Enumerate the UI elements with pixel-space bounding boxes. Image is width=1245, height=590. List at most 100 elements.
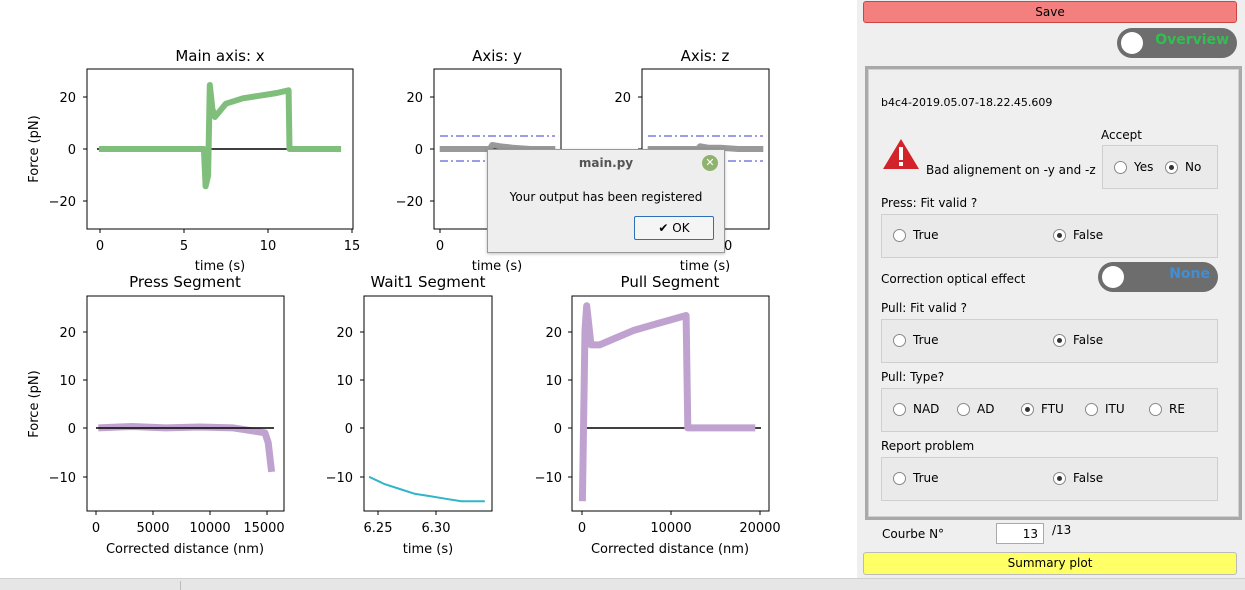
chart-axis-y-xlabel: time (s) <box>472 259 522 274</box>
chart-main-x-xtick: 15 <box>344 239 361 254</box>
chart-press-series <box>98 423 276 473</box>
chart-main-x-ylabel: Force (pN) <box>27 115 42 182</box>
chart-wait1-series <box>368 475 485 503</box>
curve-label: Courbe N° <box>882 527 945 541</box>
chart-axis-y-title: Axis: y <box>472 47 522 65</box>
chart-wait1-ytick: 0 <box>345 422 353 437</box>
close-icon[interactable]: ✕ <box>702 155 718 171</box>
accept-label: Accept <box>1101 128 1142 142</box>
press-fit-true-label: True <box>913 228 939 242</box>
pull-fit-false-label: False <box>1073 333 1104 347</box>
pull-type-re-label: RE <box>1169 402 1185 416</box>
pull-fit-false-radio[interactable] <box>1053 334 1066 347</box>
chart-pull-frame <box>571 295 770 512</box>
report-false-label: False <box>1073 471 1104 485</box>
overview-toggle[interactable]: Overview <box>1117 28 1237 58</box>
chart-axis-y-ytick: −20 <box>396 195 423 210</box>
chart-press-ytick: 20 <box>59 326 76 341</box>
report-group: True False <box>881 457 1218 501</box>
summary-plot-button[interactable]: Summary plot <box>863 552 1237 575</box>
accept-group: Yes No <box>1102 145 1218 189</box>
pull-fit-true-label: True <box>913 333 939 347</box>
pull-type-re-radio[interactable] <box>1149 403 1162 416</box>
chart-pull-series <box>578 302 756 502</box>
chart-wait1-xtick: 6.25 <box>364 521 393 536</box>
press-fit-false-label: False <box>1073 228 1104 242</box>
warning-text: Bad alignement on -y and -z <box>926 163 1096 177</box>
curve-total: /13 <box>1052 523 1072 537</box>
accept-yes-label: Yes <box>1134 160 1154 174</box>
chart-pull-ytick: 0 <box>554 422 562 437</box>
chart-main-x-ytick: 20 <box>59 91 76 106</box>
pull-fit-label: Pull: Fit valid ? <box>881 301 967 315</box>
correction-label: Correction optical effect <box>881 272 1026 286</box>
chart-wait1-frame <box>363 295 493 512</box>
chart-main-x-xtick: 10 <box>260 239 277 254</box>
save-button[interactable]: Save <box>863 1 1237 23</box>
figure-canvas: Main axis: x time (s) Force (pN) 0 5 10 … <box>27 47 781 557</box>
chart-main-x: Main axis: x time (s) Force (pN) 0 5 10 … <box>27 47 360 274</box>
chart-wait1-title: Wait1 Segment <box>371 273 486 291</box>
press-fit-group: True False <box>881 214 1218 258</box>
press-fit-false-radio[interactable] <box>1053 229 1066 242</box>
dialog-title: main.py <box>578 156 634 170</box>
checkmark-icon: ✔ <box>658 221 673 235</box>
chart-press-frame <box>86 295 285 512</box>
chart-press-xlabel: Corrected distance (nm) <box>106 542 264 557</box>
chart-pull-title: Pull Segment <box>621 273 720 291</box>
press-fit-true-radio[interactable] <box>893 229 906 242</box>
plot-area: Main axis: x time (s) Force (pN) 0 5 10 … <box>27 47 781 557</box>
pull-fit-group: True False <box>881 319 1218 363</box>
correction-toggle-label: None <box>1169 266 1210 282</box>
chart-main-x-xlabel: time (s) <box>195 259 245 274</box>
pull-type-ftu-radio[interactable] <box>1021 403 1034 416</box>
chart-axis-y-ytick: 0 <box>415 143 423 158</box>
chart-axis-z-xlabel: time (s) <box>680 259 730 274</box>
splitter-handle[interactable] <box>180 581 181 590</box>
report-false-radio[interactable] <box>1053 472 1066 485</box>
chart-wait1: Wait1 Segment time (s) 6.25 6.30 20 10 0… <box>326 273 493 557</box>
chart-main-x-series <box>98 82 342 190</box>
chart-axis-y-xtick: 0 <box>436 239 444 254</box>
pull-type-ad-radio[interactable] <box>957 403 970 416</box>
chart-main-x-title: Main axis: x <box>175 47 264 65</box>
chart-pull-ytick: −10 <box>535 471 562 486</box>
chart-press-xtick: 5000 <box>136 521 169 536</box>
correction-toggle[interactable]: None <box>1098 262 1218 292</box>
chart-main-x-ytick: −20 <box>49 195 76 210</box>
chart-pull-xtick: 10000 <box>650 521 691 536</box>
pull-fit-true-radio[interactable] <box>893 334 906 347</box>
pull-type-nad-radio[interactable] <box>893 403 906 416</box>
message-dialog: main.py ✕ Your output has been registere… <box>487 149 725 253</box>
chart-wait1-ytick: 10 <box>336 374 353 389</box>
warning-icon <box>883 139 919 169</box>
chart-main-x-xtick: 5 <box>180 239 188 254</box>
chart-pull-xtick: 0 <box>578 521 586 536</box>
overview-label: Overview <box>1155 32 1229 48</box>
accept-yes-radio[interactable] <box>1114 161 1127 174</box>
chart-pull: Pull Segment Corrected distance (nm) 0 1… <box>535 273 781 557</box>
chart-press: Press Segment Corrected distance (nm) Fo… <box>27 273 285 557</box>
press-fit-label: Press: Fit valid ? <box>881 196 978 210</box>
accept-no-radio[interactable] <box>1165 161 1178 174</box>
chart-press-ytick: 10 <box>59 374 76 389</box>
chart-pull-ytick: 20 <box>545 326 562 341</box>
chart-main-x-xtick: 0 <box>96 239 104 254</box>
ok-label: OK <box>672 221 690 235</box>
report-label: Report problem <box>881 439 975 453</box>
pull-type-itu-label: ITU <box>1105 402 1125 416</box>
chart-press-xtick: 0 <box>92 521 100 536</box>
pull-type-itu-radio[interactable] <box>1085 403 1098 416</box>
ok-button[interactable]: ✔ OK <box>634 216 714 240</box>
chart-press-xtick: 15000 <box>243 521 284 536</box>
pull-type-group: NAD AD FTU ITU RE <box>881 388 1218 432</box>
pull-type-label: Pull: Type? <box>881 370 945 384</box>
accept-no-label: No <box>1185 160 1202 174</box>
side-panel: Save Overview b4c4-2019.05.07-18.22.45.6… <box>857 0 1245 578</box>
chart-pull-xtick: 20000 <box>739 521 780 536</box>
curve-number-input[interactable]: 13 <box>996 523 1044 544</box>
chart-wait1-ytick: −10 <box>326 471 353 486</box>
report-true-radio[interactable] <box>893 472 906 485</box>
pull-type-ftu-label: FTU <box>1041 402 1064 416</box>
dialog-message: Your output has been registered <box>509 190 703 204</box>
